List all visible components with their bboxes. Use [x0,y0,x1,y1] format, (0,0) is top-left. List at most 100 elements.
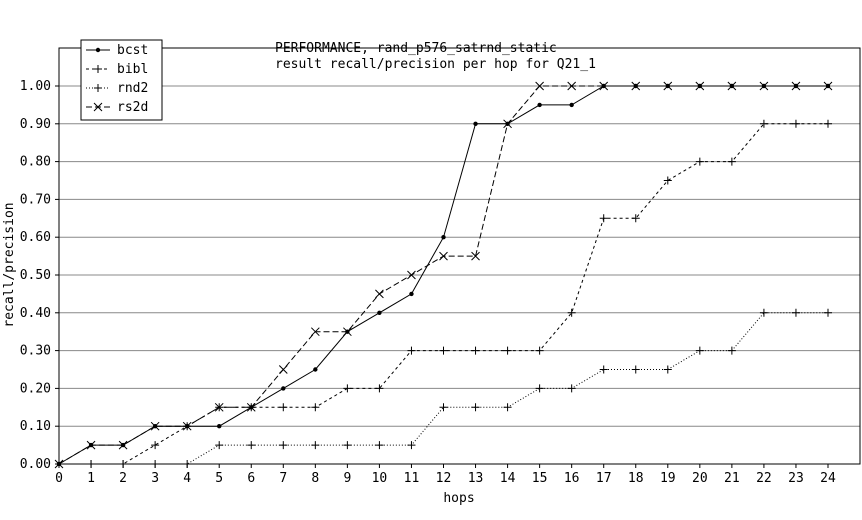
chart-title: PERFORMANCE, rand_p576_satrnd_static [275,41,557,56]
data-point-rs2d [343,327,352,337]
x-tick-label: 20 [692,471,708,486]
data-point-bibl [279,403,288,412]
data-point-rnd2 [824,308,832,317]
data-point-bibl [151,441,160,450]
data-point-rs2d [182,421,192,431]
data-point-bibl [439,346,448,355]
data-point-bibl [343,384,352,393]
data-point-rs2d [791,81,801,91]
x-tick-label: 15 [532,471,548,486]
data-point-rs2d [310,327,320,337]
data-point-rnd2 [599,365,608,374]
data-point-bibl [311,403,320,412]
data-point-rnd2 [663,365,672,374]
data-point-rnd2 [535,384,544,393]
legend-marker-bcst [95,47,101,53]
y-axis: 0.00 0.10 0.20 0.30 0.40 0.50 0.60 0.70 0.80 0.90… [20,79,59,472]
data-point-rs2d [375,289,384,299]
data-point-rs2d [86,440,96,450]
data-point-rnd2 [247,441,256,450]
data-point-rnd2 [503,403,512,412]
x-tick-label: 2 [119,471,127,486]
x-tick-label: 8 [311,471,319,486]
data-point-bibl [824,119,832,128]
data-point-rs2d [503,119,512,129]
data-point-rs2d [727,81,737,91]
data-point-bibl [727,157,736,166]
data-point-rnd2 [215,441,224,450]
data-point-bibl [375,384,384,393]
data-point-rs2d [759,81,769,91]
x-tick-label: 12 [436,471,452,486]
x-tick-label: 11 [404,471,420,486]
data-point-rnd2 [727,346,736,355]
data-point-rnd2 [695,346,704,355]
x-tick-label: 14 [500,471,516,486]
data-point-rs2d [214,402,224,412]
y-tick-label: 0.00 [20,457,51,472]
x-tick-label: 9 [343,471,351,486]
x-tick-label: 24 [820,471,836,486]
legend-label-rnd2: rnd2 [117,81,148,96]
data-point-rs2d [663,81,673,91]
legend-marker-rnd2 [94,84,102,92]
data-point-rs2d [631,81,641,91]
y-tick-label: 0.80 [20,155,51,170]
y-axis-label: recall/precision [2,202,17,327]
x-tick-label: 16 [564,471,580,486]
y-tick-label: 0.10 [20,419,51,434]
data-point-rs2d [823,81,833,91]
x-tick-label: 5 [215,471,223,486]
data-point-bibl [567,308,576,317]
series-bibl [55,119,832,468]
data-point-bibl [695,157,704,166]
legend-marker-rs2d [93,102,103,112]
x-tick-label: 21 [724,471,740,486]
x-tick-label: 19 [660,471,676,486]
legend: bcst bibl rnd2 rs2d [80,39,163,121]
series-rs2d [54,81,833,469]
data-point-rnd2 [439,403,448,412]
x-tick-label: 22 [756,471,772,486]
data-point-rs2d [407,270,416,280]
y-tick-label: 0.60 [20,230,51,245]
data-point-rs2d [439,251,448,261]
x-tick-label: 18 [628,471,644,486]
data-point-rnd2 [567,384,576,393]
data-point-rs2d [246,402,256,412]
x-tick-label: 10 [372,471,388,486]
data-point-rs2d [150,421,160,431]
legend-label-bcst: bcst [117,43,148,58]
data-point-rnd2 [759,308,768,317]
data-point-bibl [791,119,800,128]
data-point-rnd2 [407,441,416,450]
data-point-rs2d [695,81,705,91]
x-tick-label: 6 [247,471,255,486]
data-point-rnd2 [471,403,480,412]
data-point-bcst [537,102,542,108]
y-tick-label: 1.00 [20,79,51,94]
y-tick-label: 0.20 [20,381,51,396]
data-point-bibl [407,346,416,355]
data-point-rnd2 [791,308,800,317]
data-point-bibl [759,119,768,128]
data-point-bcst [409,291,414,297]
data-point-bcst [473,121,478,127]
data-point-rnd2 [183,460,192,468]
x-axis: 0 1 2 3 4 5 6 7 8 9 10 11 12 13 14 15 16 17 18 19 20 21 22 23 24 [55,464,836,486]
legend-marker-bibl [94,65,102,73]
data-point-rnd2 [311,441,320,450]
data-point-bcst [569,102,574,108]
legend-label-rs2d: rs2d [117,100,148,115]
y-tick-label: 0.40 [20,306,51,321]
data-point-bibl [663,176,672,185]
x-tick-label: 4 [183,471,191,486]
plot-frame [58,47,861,465]
data-point-bcst [281,386,286,391]
data-point-rnd2 [87,460,96,468]
legend-box [80,39,163,121]
x-tick-label: 7 [279,471,287,486]
data-point-rs2d [54,459,64,469]
data-point-rnd2 [279,441,288,450]
data-point-bibl [599,214,608,223]
